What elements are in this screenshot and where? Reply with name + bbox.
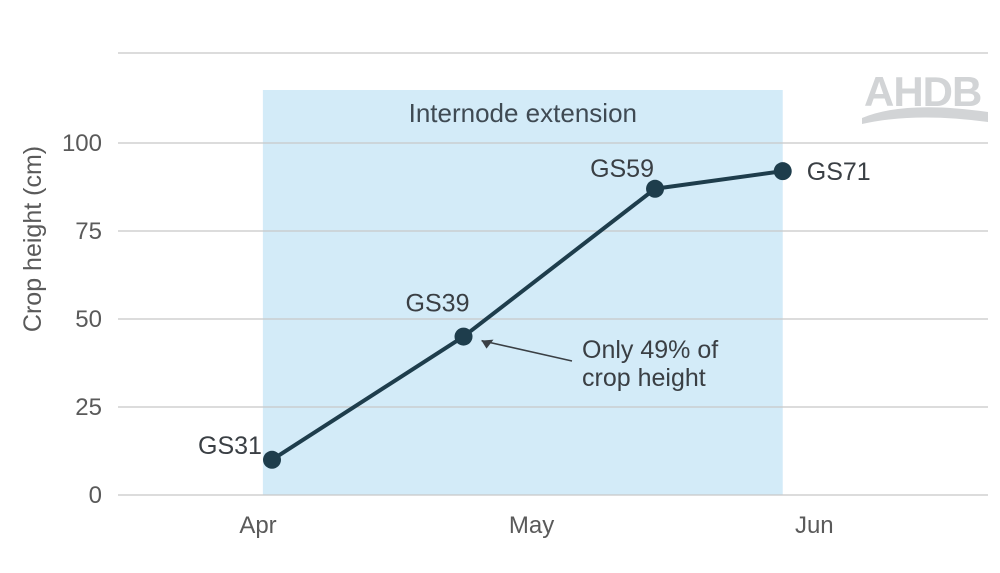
annotation-arrow-line (481, 339, 573, 362)
y-axis-label: Crop height (cm) (19, 146, 47, 332)
point-gs59 (646, 179, 665, 198)
x-tick-jun: Jun (795, 512, 834, 539)
x-tick-may: May (509, 512, 554, 539)
label-gs39: GS39 (406, 290, 470, 318)
point-gs71 (773, 162, 792, 181)
series-line (270, 169, 783, 462)
y-tick-75: 75 (75, 218, 102, 245)
y-tick-0: 0 (89, 482, 102, 509)
band-label: Internode extension (409, 98, 637, 128)
y-tick-25: 25 (75, 394, 102, 421)
point-gs31 (263, 450, 281, 469)
annotation-arrow-head (481, 339, 494, 349)
label-gs71: GS71 (807, 158, 871, 186)
ahdb-logo-swoosh (862, 107, 988, 124)
y-tick-50: 50 (75, 306, 102, 333)
point-gs39 (454, 327, 473, 346)
label-gs31: GS31 (198, 432, 262, 460)
x-tick-apr: Apr (239, 512, 276, 539)
annotation-line-2: crop height (582, 364, 706, 392)
annotation-line-1: Only 49% of (582, 336, 718, 364)
ahdb-logo: AHDB (864, 68, 981, 115)
label-gs59: GS59 (590, 155, 654, 183)
y-tick-100: 100 (62, 130, 102, 157)
